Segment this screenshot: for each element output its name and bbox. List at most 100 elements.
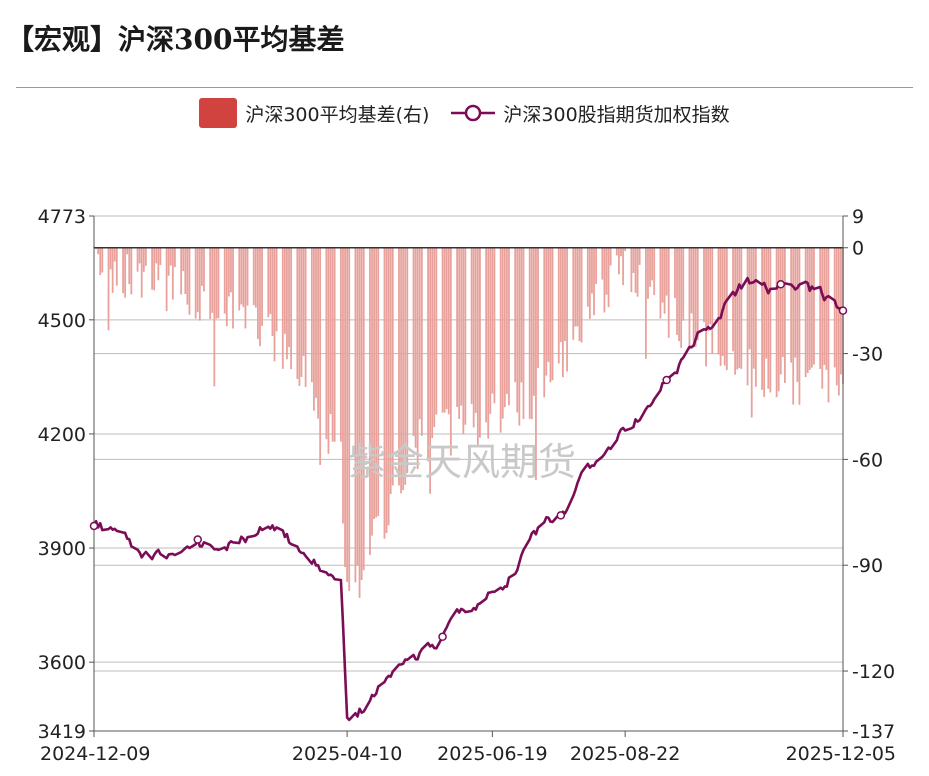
basis-bar	[748, 247, 751, 350]
basis-bar	[157, 247, 160, 281]
basis-bar	[240, 247, 243, 305]
basis-bar	[721, 247, 724, 356]
basis-bar	[416, 247, 419, 469]
basis-bar	[460, 247, 463, 406]
basis-bar	[837, 247, 840, 396]
basis-bar	[769, 247, 772, 393]
basis-bar	[514, 247, 517, 383]
basis-bar	[659, 247, 662, 319]
basis-bar	[532, 247, 535, 396]
basis-bar	[790, 247, 793, 363]
basis-bar	[246, 247, 249, 306]
basis-bar	[99, 247, 102, 276]
basis-bar	[211, 247, 214, 313]
basis-bar	[636, 247, 639, 297]
legend-item-index[interactable]: 沪深300股指期货加权指数	[451, 100, 730, 127]
basis-bar	[151, 247, 153, 290]
x-tick-label: 2025-04-10	[292, 743, 402, 765]
basis-bar	[632, 247, 635, 273]
basis-bar	[107, 247, 110, 331]
basis-bar	[159, 247, 162, 265]
basis-bar	[464, 247, 467, 425]
basis-bar	[491, 247, 494, 394]
y-right-tick-label: 0	[852, 238, 864, 260]
basis-bar	[676, 247, 678, 335]
basis-bar	[254, 247, 257, 308]
basis-bar	[182, 247, 185, 272]
basis-bar	[804, 247, 807, 378]
basis-bar	[128, 247, 131, 285]
y-right-tick-label: -60	[852, 449, 883, 471]
basis-bar	[230, 247, 232, 293]
y-left-tick-label: 3900	[38, 538, 86, 560]
basis-bar	[344, 247, 346, 567]
basis-bar	[485, 247, 488, 423]
basis-bar	[319, 247, 322, 465]
basis-bar	[806, 247, 809, 373]
y-right-tick-label: -137	[852, 721, 895, 743]
basis-bar	[674, 247, 676, 299]
basis-bar	[609, 247, 612, 266]
basis-bar	[543, 247, 546, 398]
basis-bar	[732, 247, 734, 352]
basis-bar	[709, 247, 712, 325]
basis-bar	[588, 247, 591, 319]
basis-bar	[153, 247, 156, 291]
basis-bar	[493, 247, 496, 404]
x-tick-label: 2025-08-22	[570, 743, 680, 765]
basis-bar	[694, 247, 697, 347]
basis-bar	[167, 247, 170, 276]
basis-bar	[186, 247, 189, 305]
basis-bar	[595, 247, 597, 285]
basis-bar	[360, 247, 363, 581]
basis-bar	[155, 247, 158, 264]
basis-bar	[620, 247, 622, 257]
basis-bar	[784, 247, 786, 383]
basis-bar	[634, 247, 637, 293]
basis-bar	[821, 247, 824, 389]
legend-item-basis[interactable]: 沪深300平均基差(右)	[199, 98, 429, 128]
basis-bar	[827, 247, 830, 403]
index-line-path	[92, 276, 845, 722]
basis-bar	[705, 247, 707, 367]
watermark-text: 紫金天风期货	[348, 440, 576, 484]
basis-bar	[225, 247, 228, 327]
basis-bar	[184, 247, 187, 295]
basis-bar	[458, 247, 461, 419]
basis-bar	[310, 247, 313, 383]
basis-bar	[340, 247, 342, 442]
basis-bar	[296, 247, 299, 379]
basis-bar	[213, 247, 216, 387]
basis-bar	[622, 247, 624, 286]
basis-bar	[518, 247, 521, 426]
basis-bar	[331, 247, 334, 442]
basis-bar	[269, 247, 272, 315]
basis-bar	[377, 247, 380, 516]
basis-bar	[781, 247, 784, 358]
basis-bar	[763, 247, 766, 398]
basis-bar	[209, 247, 212, 319]
basis-bar	[688, 247, 691, 350]
basis-bar	[813, 247, 815, 365]
basis-bar	[445, 247, 448, 410]
basis-bar	[327, 247, 330, 454]
basis-bar	[196, 247, 199, 313]
y-left-tick-label: 4200	[38, 424, 86, 446]
basis-bar	[215, 247, 218, 319]
legend-line-marker-icon	[451, 104, 496, 122]
y-right-tick-label: -90	[852, 555, 883, 577]
basis-bar	[203, 247, 205, 292]
basis-bar	[406, 247, 409, 474]
basis-bar	[271, 247, 274, 337]
basis-bar	[765, 247, 768, 359]
basis-bar	[373, 247, 375, 519]
basis-bar	[530, 247, 533, 420]
y-left-tick-label: 4500	[38, 310, 86, 332]
chart-legend: 沪深300平均基差(右) 沪深300股指期货加权指数	[0, 96, 929, 130]
basis-bar	[740, 247, 743, 369]
basis-bar	[375, 247, 378, 518]
basis-bar	[227, 247, 230, 297]
basis-bar	[362, 247, 365, 571]
basis-bar	[126, 247, 129, 255]
basis-bar	[449, 247, 452, 456]
